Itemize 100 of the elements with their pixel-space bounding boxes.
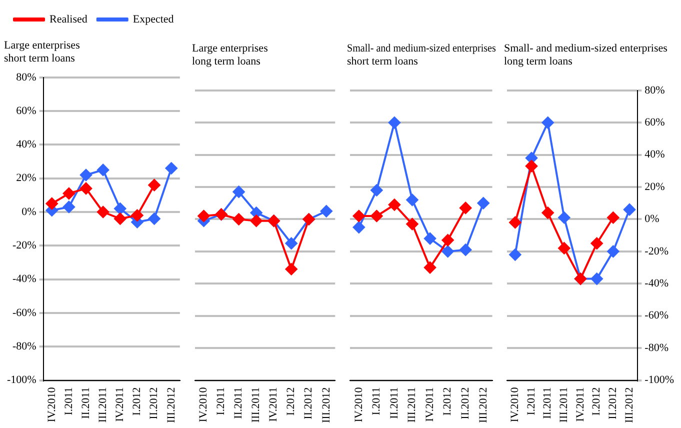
y2-tick-label: 20% — [644, 180, 665, 193]
y-tick-label: -20% — [12, 240, 36, 252]
point — [97, 164, 110, 176]
y2-tick-label: -20% — [644, 245, 668, 258]
x-tick-label: III.2011 — [96, 387, 109, 423]
x-tick-label: III.2012 — [477, 387, 490, 424]
point — [46, 198, 58, 210]
point — [509, 248, 522, 261]
chart-title: Small- and medium-sized enterprises short term loans — [347, 43, 496, 68]
point — [477, 197, 490, 210]
x-tick-label: II.2011 — [232, 387, 245, 419]
point — [590, 237, 603, 250]
x-tick-label: I.2011 — [62, 387, 75, 416]
x-tick-label: II.2012 — [148, 387, 160, 420]
y2-tick-label: -40% — [644, 278, 668, 290]
x-tick-label: III.2011 — [250, 387, 262, 423]
point — [232, 213, 245, 226]
x-tick-label: I.2012 — [131, 387, 144, 416]
point — [320, 205, 332, 218]
x-tick-label: II.2011 — [388, 387, 400, 419]
y-tick-label: 0% — [22, 206, 36, 218]
chart-title: Large enterprises short term loans — [4, 39, 80, 65]
point — [542, 206, 554, 219]
y-tick-label: -100% — [7, 374, 36, 386]
point — [607, 245, 620, 258]
x-tick-label: IV.2010 — [352, 386, 365, 422]
y2-tick-label: -80% — [644, 342, 668, 354]
chart-title: Small- and medium-sized enterprises long term loans — [504, 42, 668, 68]
point — [131, 209, 144, 222]
point — [250, 214, 262, 227]
point — [285, 263, 298, 276]
y-tick-label: 60% — [16, 104, 36, 117]
point — [558, 242, 570, 254]
y-tick-label: 40% — [16, 138, 36, 151]
x-tick-label: III.2012 — [320, 387, 332, 424]
x-tick-label: IV.2011 — [424, 387, 436, 422]
y2-tick-label: 80% — [644, 84, 665, 96]
point — [542, 116, 554, 129]
point — [442, 245, 454, 258]
point — [607, 212, 620, 224]
point — [624, 204, 636, 216]
point — [406, 218, 418, 230]
y2-tick-label: -100% — [644, 374, 674, 386]
point — [442, 234, 454, 246]
point — [165, 162, 178, 174]
point — [590, 272, 603, 285]
point — [406, 194, 418, 206]
x-tick-label: II.2012 — [459, 387, 472, 420]
x-tick-label: II.2012 — [302, 387, 315, 420]
point — [80, 168, 92, 181]
point — [370, 210, 383, 222]
x-tick-label: IV.2011 — [268, 387, 280, 422]
point — [424, 232, 436, 245]
point — [80, 182, 92, 194]
point — [352, 210, 365, 222]
y2-tick-label: 40% — [644, 148, 665, 161]
point — [114, 212, 126, 225]
point — [285, 237, 298, 250]
point — [424, 262, 436, 274]
y-tick-label: 80% — [16, 71, 36, 84]
point — [388, 198, 400, 211]
x-tick-label: II.2011 — [80, 387, 92, 419]
x-tick-label: IV.2010 — [198, 386, 210, 422]
y2-tick-label: 60% — [644, 116, 665, 128]
x-tick-label: I.2012 — [442, 387, 454, 416]
legend-label: Expected — [132, 13, 174, 26]
x-tick-label: III.2012 — [623, 387, 636, 424]
x-tick-label: IV.2010 — [46, 386, 58, 422]
x-tick-label: III.2011 — [406, 387, 418, 423]
x-tick-label: II.2011 — [542, 387, 554, 419]
point — [198, 210, 210, 222]
x-tick-label: I.2011 — [525, 387, 538, 416]
point — [97, 206, 110, 218]
point — [509, 216, 522, 228]
x-tick-label: I.2011 — [215, 387, 228, 416]
x-tick-label: III.2012 — [165, 387, 178, 424]
x-tick-label: III.2011 — [558, 387, 570, 423]
point — [62, 187, 75, 200]
point — [460, 202, 472, 214]
point — [114, 202, 126, 215]
point — [460, 244, 472, 256]
point — [526, 160, 538, 172]
point — [558, 212, 570, 224]
y-tick-label: 20% — [16, 172, 36, 184]
x-tick-label: I.2012 — [590, 387, 603, 416]
point — [148, 179, 160, 192]
x-tick-label: IV.2010 — [509, 386, 522, 422]
x-tick-label: I.2012 — [285, 387, 298, 416]
point — [148, 212, 160, 225]
x-tick-label: I.2011 — [370, 387, 383, 416]
y2-tick-label: 0% — [644, 213, 660, 226]
point — [232, 186, 245, 198]
x-tick-label: II.2012 — [607, 387, 620, 420]
point — [388, 116, 400, 129]
point — [370, 184, 383, 196]
x-tick-label: IV.2011 — [574, 387, 586, 422]
y2-tick-label: -60% — [644, 310, 668, 322]
chart-title: Large enterprises long term loans — [192, 42, 268, 68]
point — [352, 221, 365, 234]
y-tick-label: -80% — [12, 340, 36, 352]
